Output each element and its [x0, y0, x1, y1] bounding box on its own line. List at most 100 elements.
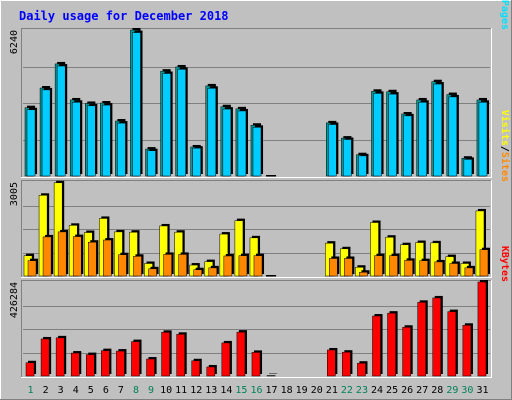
panel-ymax-label: 426284 — [9, 282, 20, 318]
bar-sites — [359, 271, 368, 277]
x-tick-label: 1 — [28, 385, 34, 396]
bar-files — [132, 32, 141, 177]
bar-files — [358, 155, 367, 177]
x-tick-label: 11 — [175, 385, 187, 396]
bar-kbytes — [176, 334, 185, 377]
bar-kbytes — [101, 350, 110, 377]
bar-kbytes — [221, 342, 231, 377]
x-tick-label: 26 — [401, 385, 413, 396]
x-tick-label: 6 — [103, 385, 109, 396]
x-tick-label: 16 — [250, 385, 262, 396]
x-tick-label: 27 — [416, 385, 428, 396]
bar-kbytes — [417, 302, 426, 377]
bar-sites — [27, 260, 37, 277]
bar-files — [87, 105, 96, 177]
x-tick-label: 2 — [43, 385, 49, 396]
bar-files — [343, 139, 352, 177]
bar-sites — [419, 260, 428, 277]
bar-sites — [133, 256, 142, 277]
bar-files — [41, 89, 51, 177]
chart-panels: 6240 Hits/Files/Pages 3005 Visits/Sites 4262… — [9, 0, 511, 378]
panel-legend: Hits/Files/Pages — [499, 0, 511, 30]
bar-sites — [238, 255, 248, 277]
bar-files — [192, 147, 202, 177]
bar-files — [117, 122, 126, 177]
bar-files — [403, 115, 412, 177]
x-tick-label: 31 — [476, 385, 488, 396]
bar-sites — [42, 236, 52, 277]
bar-files — [388, 93, 397, 177]
bar-kbytes — [86, 354, 95, 377]
x-tick-label: 7 — [118, 385, 124, 396]
legend-item: KBytes — [499, 246, 510, 282]
x-tick-label: 12 — [190, 385, 202, 396]
x-tick-label: 28 — [431, 385, 443, 396]
chart-title: Daily usage for December 2018 — [19, 9, 229, 23]
x-tick-label: 8 — [133, 385, 139, 396]
x-axis-labels: 1 2 3 4 5 6 7 8 9 10 11 12 13 14 15 16 17 18 19 20 21 22 23 24 2… — [28, 385, 489, 396]
bar-kbytes — [387, 312, 396, 377]
bar-kbytes — [357, 362, 366, 377]
panel-legend: Visits/Sites — [499, 110, 511, 182]
bar-files — [252, 127, 262, 177]
bar-kbytes — [462, 325, 472, 377]
legend-item: Pages — [499, 0, 510, 30]
bar-files — [102, 104, 111, 177]
bar-files — [463, 159, 473, 177]
x-tick-label: 4 — [73, 385, 79, 396]
bar-kbytes — [372, 315, 381, 377]
x-tick-label: 3 — [58, 385, 64, 396]
bar-files — [177, 69, 186, 177]
legend-item: / — [499, 146, 510, 152]
x-tick-label: 29 — [446, 385, 458, 396]
bar-sites — [103, 239, 112, 277]
bar-kbytes — [116, 350, 125, 377]
bar-kbytes — [55, 337, 65, 377]
x-tick-label: 18 — [281, 385, 293, 396]
bar-files — [373, 93, 382, 177]
bar-sites — [389, 255, 398, 277]
bar-sites — [178, 254, 187, 277]
panel-hits_files_pages: 6240 Hits/Files/Pages — [9, 0, 511, 178]
bar-sites — [253, 255, 263, 277]
bar-sites — [193, 269, 203, 277]
bar-sites — [464, 267, 474, 277]
bar-sites — [479, 249, 489, 277]
bar-files — [147, 150, 156, 177]
bar-kbytes — [131, 341, 140, 377]
bar-sites — [434, 261, 444, 277]
x-tick-label: 9 — [148, 385, 154, 396]
bar-kbytes — [191, 360, 201, 377]
bar-files — [56, 65, 66, 177]
bar-files — [222, 108, 232, 177]
bar-kbytes — [327, 349, 336, 377]
bar-kbytes — [236, 331, 246, 377]
x-tick-label: 30 — [461, 385, 473, 396]
x-tick-label: 10 — [160, 385, 172, 396]
bar-kbytes — [402, 327, 411, 377]
x-tick-label: 25 — [386, 385, 398, 396]
bar-kbytes — [40, 338, 50, 377]
bar-files — [26, 109, 36, 177]
x-tick-label: 20 — [311, 385, 323, 396]
x-tick-label: 15 — [235, 385, 247, 396]
panel-legend: KBytes — [499, 246, 510, 282]
panel-visits_sites: 3005 Visits/Sites — [9, 110, 511, 278]
bar-sites — [449, 263, 459, 277]
x-tick-label: 21 — [326, 385, 338, 396]
panel-kbytes: 426284 KBytes — [9, 246, 510, 378]
x-tick-label: 23 — [356, 385, 368, 396]
bar-sites — [57, 231, 67, 277]
bar-sites — [88, 241, 97, 277]
bar-files — [433, 83, 443, 177]
bar-sites — [374, 255, 383, 277]
legend-item: Sites — [499, 152, 511, 182]
bar-sites — [344, 258, 353, 277]
bar-files — [237, 110, 247, 177]
bar-sites — [118, 254, 127, 277]
x-tick-label: 5 — [88, 385, 94, 396]
panel-ymax-label: 3005 — [9, 182, 20, 206]
bar-sites — [223, 255, 233, 277]
x-tick-label: 24 — [371, 385, 383, 396]
